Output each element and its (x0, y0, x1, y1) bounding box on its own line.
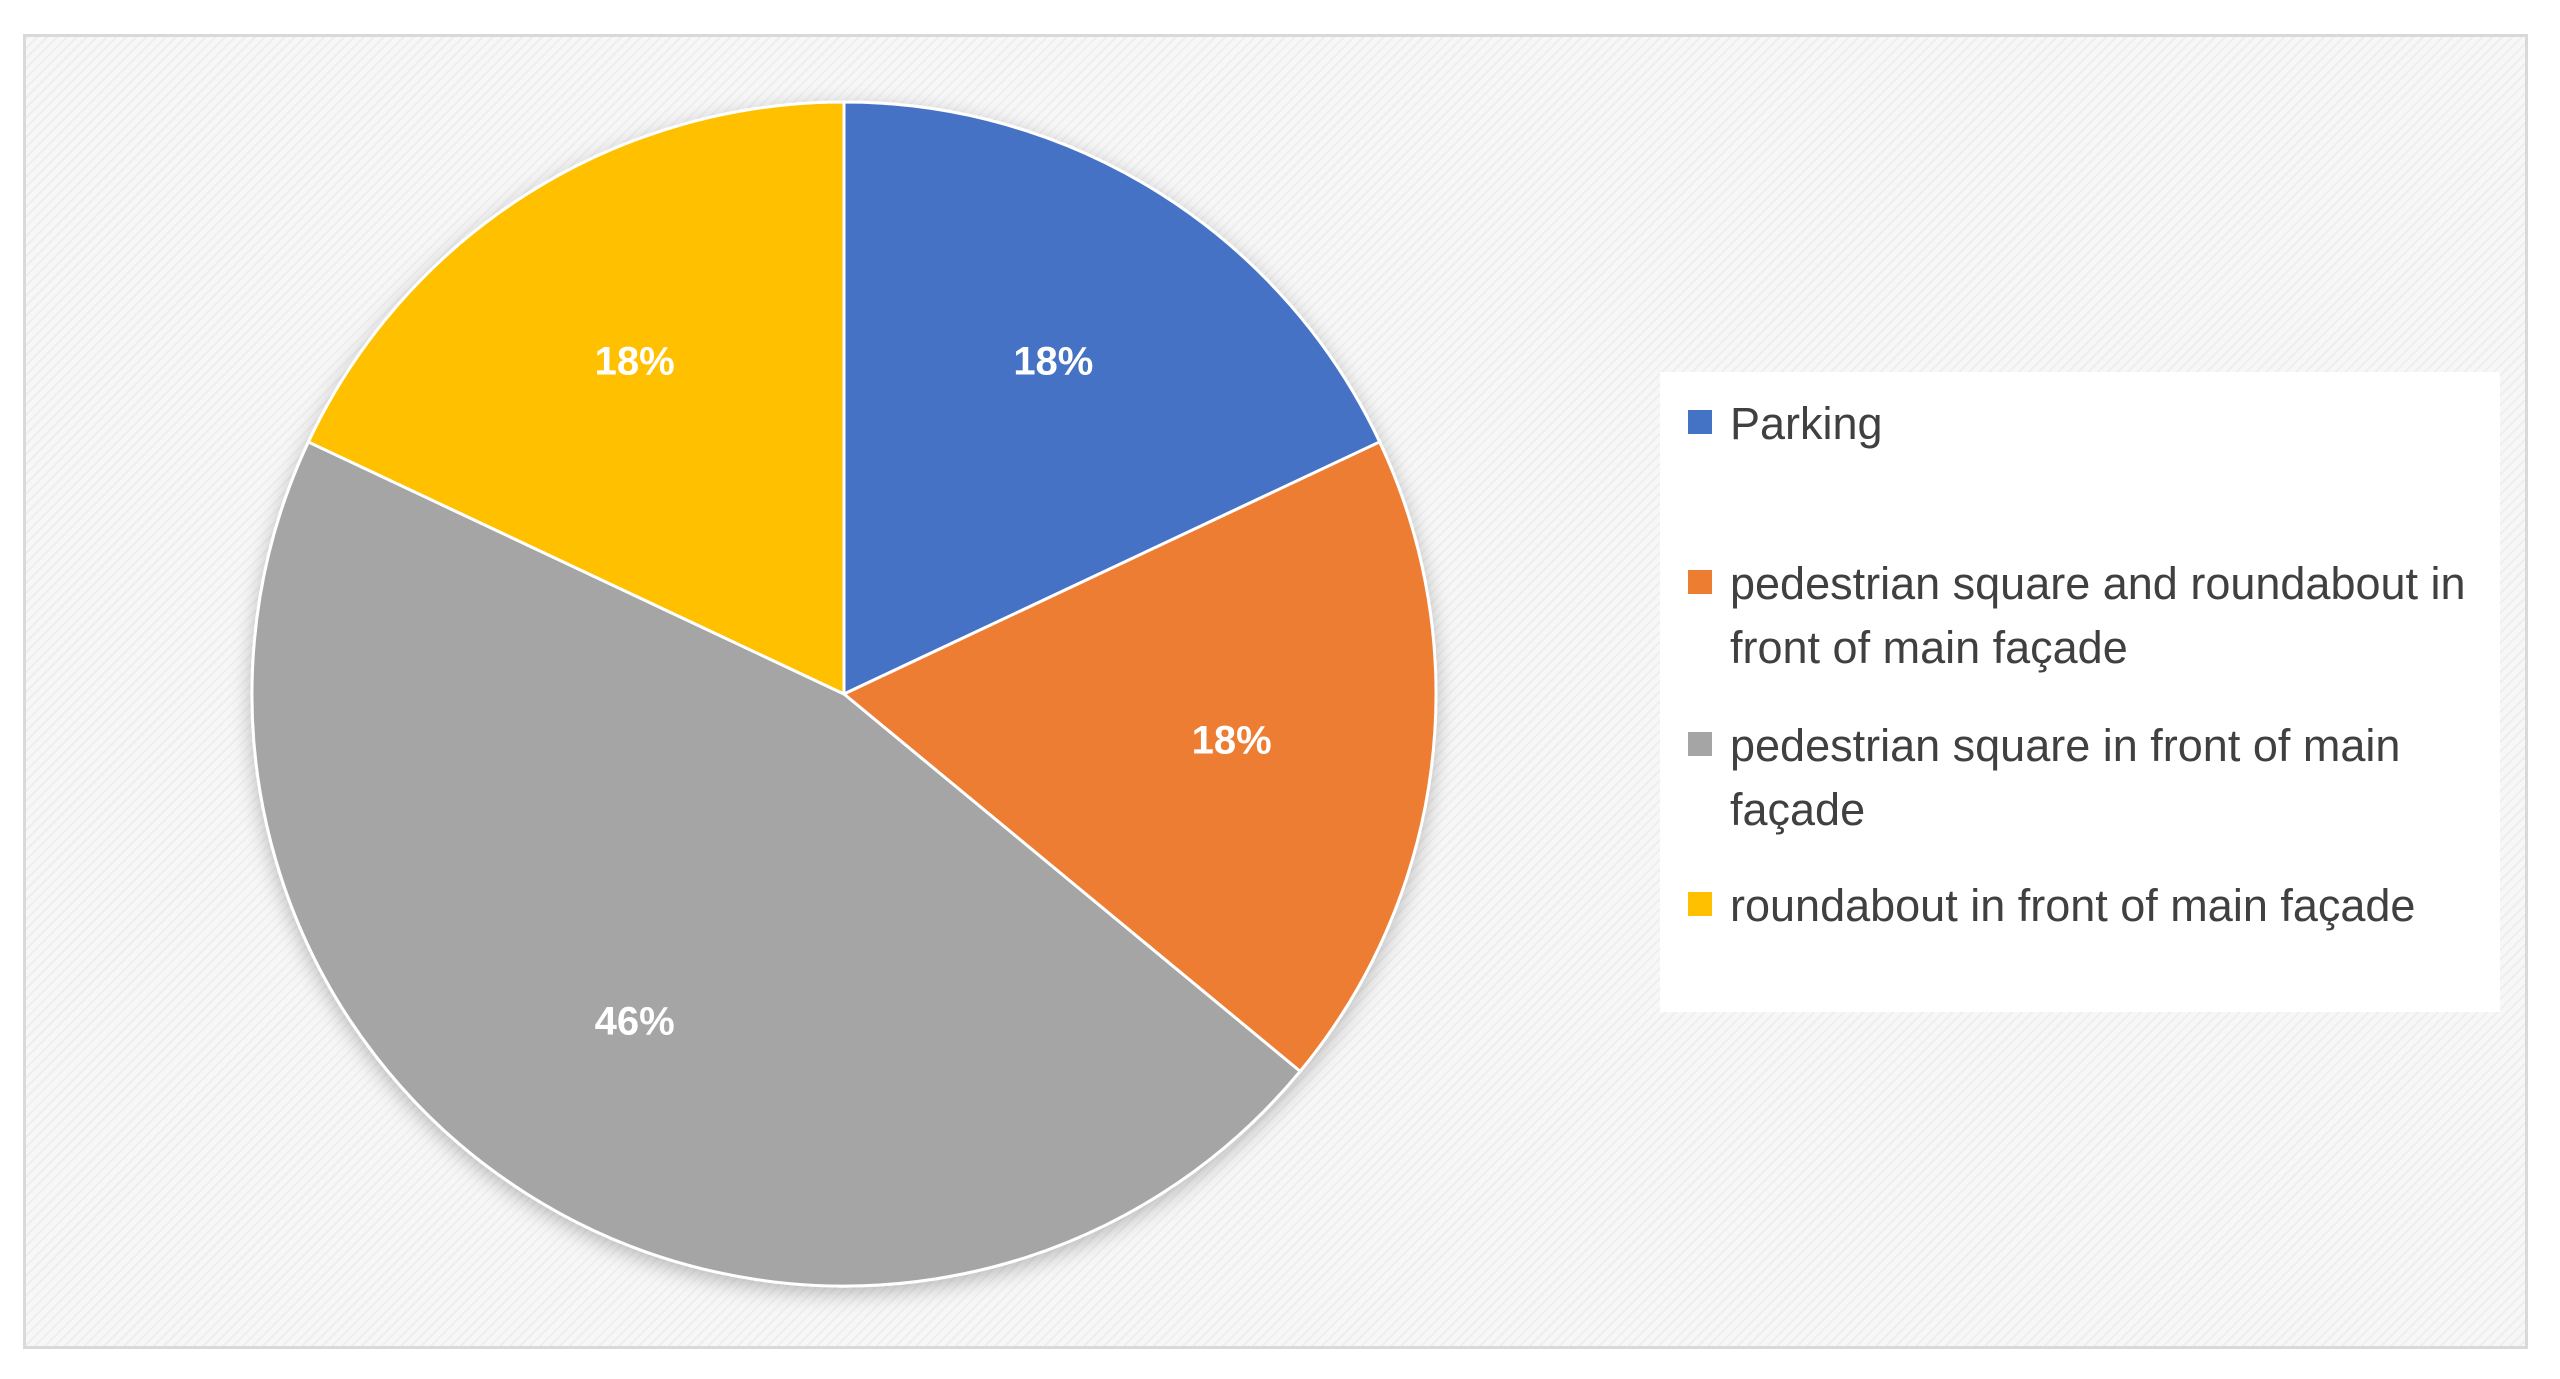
data-label-2: 46% (595, 999, 675, 1043)
data-label-1: 18% (1192, 719, 1272, 763)
legend-label-pedestrian-square-and-roundabout: pedestrian square and roundabout in fron… (1730, 558, 2466, 673)
data-label-0: 18% (1013, 340, 1093, 384)
legend-label-parking: Parking (1730, 398, 1883, 449)
legend-swatch-parking (1688, 410, 1712, 434)
legend-swatch-pedestrian-square-and-roundabout (1688, 570, 1712, 594)
legend-swatch-pedestrian-square (1688, 732, 1712, 756)
pie-slice-0 (842, 100, 1382, 697)
pie-slice-3 (306, 100, 846, 697)
legend-swatch-roundabout (1688, 892, 1712, 916)
data-label-3: 18% (595, 340, 675, 384)
legend-item-parking: Parking (1688, 392, 2500, 456)
pie-slice-2 (250, 439, 1303, 1288)
legend-item-pedestrian-square-and-roundabout: pedestrian square and roundabout in fron… (1688, 552, 2500, 680)
legend-label-roundabout: roundabout in front of main façade (1730, 880, 2416, 931)
legend: Parking pedestrian square and roundabout… (1660, 372, 2500, 1012)
legend-label-pedestrian-square: pedestrian square in front of main façad… (1730, 720, 2401, 835)
legend-item-pedestrian-square: pedestrian square in front of main façad… (1688, 714, 2500, 842)
pie-slice-1 (841, 439, 1438, 1074)
legend-item-roundabout: roundabout in front of main façade (1688, 874, 2500, 938)
